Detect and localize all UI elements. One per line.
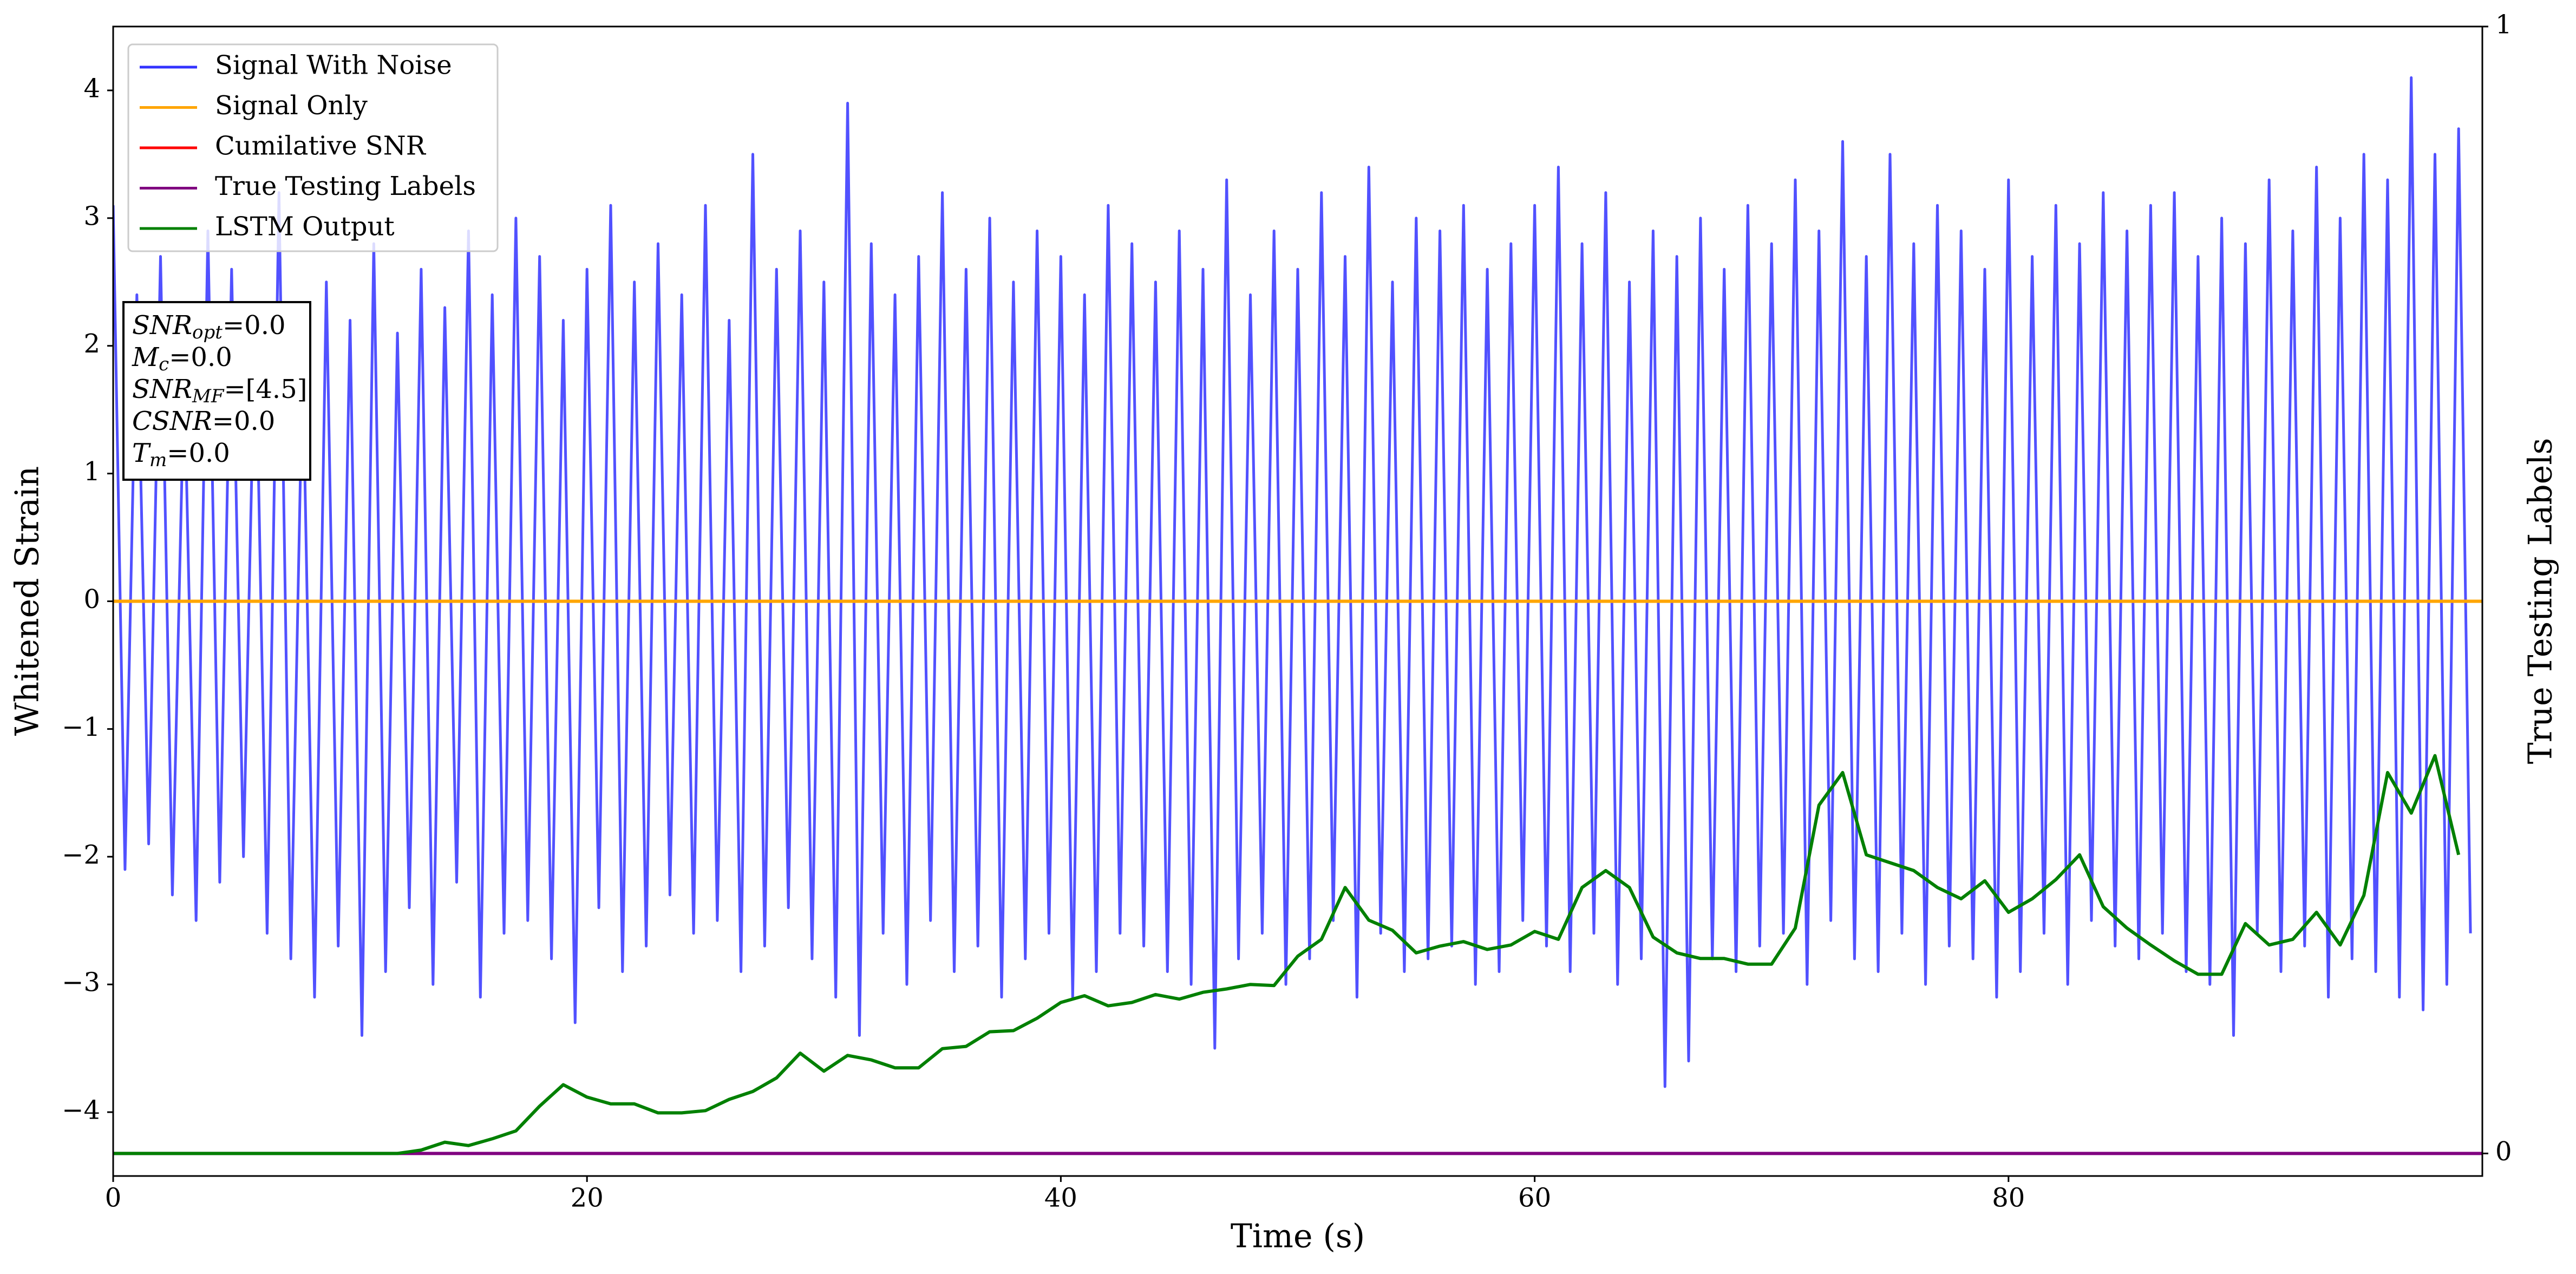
y2-tick-label: 1	[2495, 10, 2512, 40]
annotation-line: Tm=0.0	[132, 438, 230, 472]
y-tick-label: 4	[83, 73, 100, 103]
plot-area	[113, 76, 2482, 1155]
annotation: SNRopt=0.0Mc=0.0SNRMF=[4.5]CSNR=0.0Tm=0.…	[122, 301, 311, 481]
annotation-subscript: opt	[192, 322, 223, 343]
annotation-symbol: T	[132, 438, 151, 468]
y-tick-label: 2	[83, 329, 100, 359]
legend-label: True Testing Labels	[215, 171, 476, 201]
annotation-subscript: c	[159, 354, 169, 375]
y-axis-label: Whitened Strain	[9, 466, 47, 736]
x-axis-label: Time (s)	[1231, 1218, 1365, 1256]
annotation-value: =0.0	[167, 438, 230, 468]
series-line	[113, 754, 2461, 1155]
annotation-symbol: SNR	[132, 310, 192, 341]
legend-label: Signal Only	[215, 90, 368, 121]
x-tick-label: 40	[1044, 1183, 1077, 1213]
legend-label: Cumilative SNR	[215, 131, 427, 161]
annotation-symbol: SNR	[132, 374, 192, 404]
legend-label: Signal With Noise	[215, 50, 452, 81]
y2-tick-label: 0	[2495, 1136, 2512, 1167]
annotation-subscript: m	[149, 449, 167, 471]
y-tick-label: 3	[83, 201, 100, 231]
x-tick-label: 60	[1518, 1183, 1551, 1213]
annotation-line: SNRopt=0.0	[132, 310, 286, 344]
annotation-value: =[4.5]	[224, 374, 307, 404]
annotation-value: =0.0	[169, 342, 232, 373]
annotation-symbol: M	[132, 342, 160, 373]
x-tick-label: 20	[571, 1183, 604, 1213]
y-tick-label: −3	[62, 968, 100, 998]
y-tick-label: −4	[62, 1095, 100, 1126]
x-tick-label: 80	[1992, 1183, 2025, 1213]
legend-box	[127, 43, 499, 252]
annotation-line: SNRMF=[4.5]	[132, 374, 307, 408]
series-line	[113, 76, 2472, 1088]
annotation-line: CSNR=0.0	[132, 406, 275, 436]
annotation-line: Mc=0.0	[132, 342, 232, 376]
x-tick-label: 0	[105, 1183, 122, 1213]
y-tick-label: −2	[62, 840, 100, 870]
annotation-box	[122, 301, 311, 481]
annotation-value: =0.0	[212, 406, 276, 436]
annotation-value: =0.0	[223, 310, 286, 341]
y-tick-label: 0	[83, 584, 100, 615]
y-tick-label: −1	[62, 712, 100, 742]
y2-axis-label: True Testing Labels	[2522, 438, 2560, 765]
legend: Signal With Noise Signal Only Cumilative S…	[127, 43, 499, 252]
annotation-symbol: CSNR	[132, 406, 212, 436]
annotation-subscript: MF	[192, 386, 225, 407]
legend-label: LSTM Output	[215, 212, 395, 242]
y-tick-label: 1	[83, 456, 100, 487]
